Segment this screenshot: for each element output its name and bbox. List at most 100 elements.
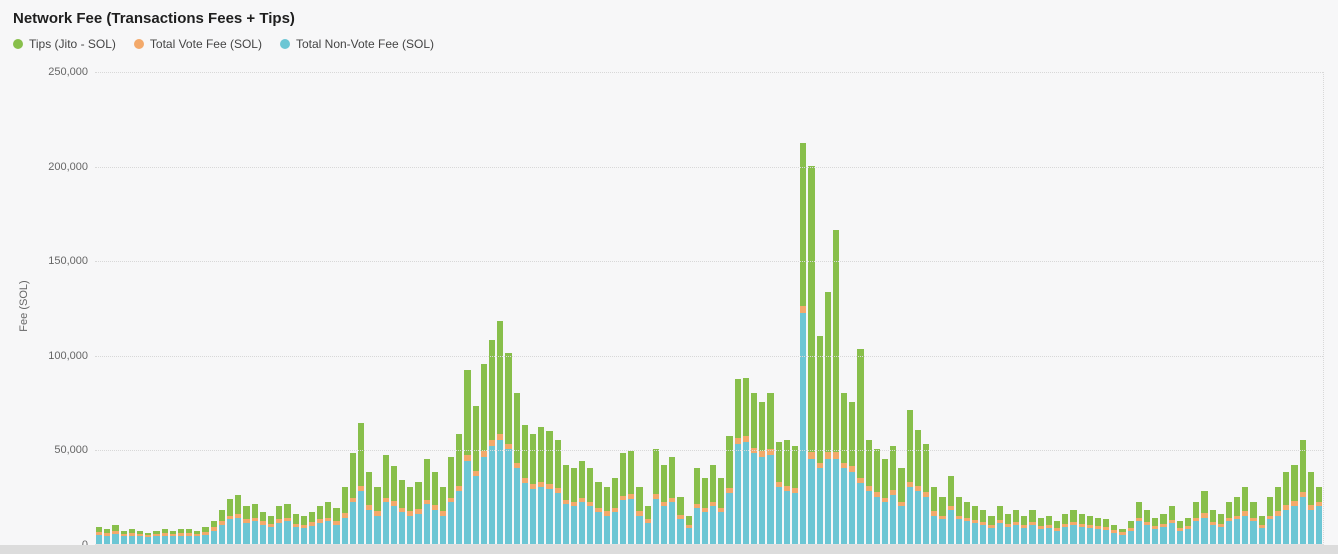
bar[interactable]	[1004, 513, 1011, 544]
bar[interactable]	[562, 464, 569, 544]
bar[interactable]	[726, 436, 733, 544]
bar[interactable]	[415, 481, 422, 544]
bar[interactable]	[120, 530, 127, 544]
bar[interactable]	[1103, 519, 1110, 544]
bar[interactable]	[202, 527, 209, 544]
bar[interactable]	[595, 481, 602, 544]
bar[interactable]	[112, 525, 119, 544]
bar[interactable]	[1053, 521, 1061, 544]
bar[interactable]	[1013, 509, 1020, 544]
bar[interactable]	[775, 441, 782, 544]
bar[interactable]	[1086, 515, 1093, 544]
bar[interactable]	[227, 498, 234, 544]
bar[interactable]	[325, 502, 332, 544]
bar[interactable]	[751, 392, 758, 544]
bar[interactable]	[996, 506, 1003, 544]
bar[interactable]	[1315, 487, 1323, 544]
bar[interactable]	[276, 506, 283, 544]
bar[interactable]	[1184, 517, 1192, 544]
bar[interactable]	[1094, 517, 1102, 544]
bar[interactable]	[1217, 513, 1224, 544]
bar[interactable]	[963, 502, 971, 544]
bar[interactable]	[1307, 472, 1314, 544]
bar[interactable]	[96, 527, 103, 544]
bar[interactable]	[186, 528, 193, 544]
bar[interactable]	[177, 528, 185, 544]
bar[interactable]	[267, 515, 275, 544]
bar[interactable]	[906, 409, 913, 544]
bar[interactable]	[1127, 521, 1134, 544]
bar[interactable]	[824, 292, 831, 544]
bar[interactable]	[104, 528, 111, 544]
bar[interactable]	[464, 369, 471, 544]
bar[interactable]	[947, 475, 954, 544]
bar[interactable]	[890, 445, 897, 544]
bar[interactable]	[472, 405, 479, 544]
bar[interactable]	[1029, 509, 1036, 544]
bar[interactable]	[1037, 517, 1044, 544]
bar[interactable]	[349, 453, 356, 544]
bar[interactable]	[145, 532, 152, 544]
bar[interactable]	[808, 165, 815, 544]
bar[interactable]	[579, 460, 586, 544]
bar[interactable]	[1045, 515, 1052, 544]
bar[interactable]	[554, 439, 561, 544]
bar[interactable]	[407, 487, 414, 544]
bar[interactable]	[734, 379, 741, 544]
bar[interactable]	[1250, 502, 1257, 544]
bar[interactable]	[685, 515, 692, 544]
bar[interactable]	[759, 402, 766, 544]
bar[interactable]	[456, 434, 463, 544]
legend-item-non-vote-fee[interactable]: Total Non-Vote Fee (SOL)	[279, 37, 434, 51]
bar[interactable]	[972, 506, 979, 544]
bar[interactable]	[243, 506, 250, 544]
bar[interactable]	[898, 468, 905, 544]
bar[interactable]	[693, 468, 700, 544]
bar[interactable]	[1144, 509, 1151, 544]
bar[interactable]	[922, 443, 930, 544]
bar[interactable]	[1135, 502, 1142, 544]
bar[interactable]	[529, 434, 537, 544]
bar[interactable]	[513, 392, 520, 544]
bar[interactable]	[169, 530, 176, 544]
bar[interactable]	[1070, 509, 1077, 544]
bar[interactable]	[1193, 502, 1200, 544]
bar[interactable]	[1078, 513, 1085, 544]
bar[interactable]	[636, 487, 643, 544]
bar[interactable]	[366, 472, 373, 544]
bar[interactable]	[767, 392, 774, 544]
bar[interactable]	[718, 477, 725, 544]
bar[interactable]	[448, 457, 455, 544]
bar[interactable]	[1119, 528, 1126, 544]
bar[interactable]	[816, 335, 823, 544]
bar[interactable]	[489, 339, 496, 544]
bar[interactable]	[300, 515, 307, 544]
bar[interactable]	[914, 430, 921, 544]
bar[interactable]	[333, 508, 340, 544]
bottom-scrollbar[interactable]	[0, 545, 1338, 554]
bar[interactable]	[431, 472, 438, 544]
bar[interactable]	[1021, 515, 1028, 544]
bar[interactable]	[1201, 491, 1208, 544]
bar[interactable]	[317, 506, 324, 544]
bar[interactable]	[988, 515, 995, 544]
bar[interactable]	[931, 487, 938, 544]
bar[interactable]	[390, 466, 397, 544]
bar[interactable]	[980, 509, 987, 544]
bar[interactable]	[1168, 506, 1175, 544]
bar[interactable]	[308, 511, 316, 544]
bar[interactable]	[251, 504, 258, 544]
bar[interactable]	[382, 455, 389, 544]
bar[interactable]	[218, 509, 225, 544]
bar[interactable]	[259, 511, 266, 544]
bar[interactable]	[235, 494, 242, 544]
bar[interactable]	[628, 451, 635, 544]
bar[interactable]	[546, 430, 553, 544]
bar[interactable]	[194, 530, 201, 544]
bar[interactable]	[480, 364, 487, 544]
bar[interactable]	[841, 392, 848, 544]
bar[interactable]	[603, 487, 610, 544]
bar[interactable]	[620, 453, 627, 544]
bar[interactable]	[497, 320, 504, 544]
bar[interactable]	[800, 142, 807, 544]
